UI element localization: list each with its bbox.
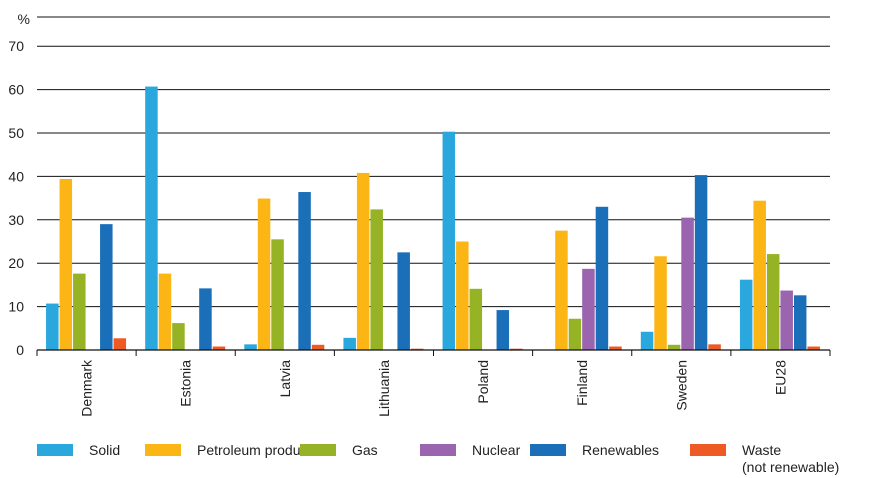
legend-label: Renewables: [582, 442, 659, 458]
bar: [212, 346, 226, 350]
legend-swatch: [530, 444, 566, 456]
category-label: Latvia: [277, 360, 293, 398]
y-tick-label: 70: [8, 38, 24, 54]
gridlines: [37, 16, 830, 308]
category-label: Finland: [574, 360, 590, 406]
bar: [667, 344, 681, 350]
category-label: Lithuania: [376, 360, 392, 417]
bar: [172, 323, 185, 350]
bar: [640, 331, 654, 350]
bar: [793, 295, 807, 350]
bar: [568, 318, 582, 350]
bars: [46, 86, 820, 350]
category-label: Estonia: [178, 360, 194, 407]
bar: [343, 337, 356, 350]
bar: [100, 224, 113, 350]
bar: [271, 239, 284, 350]
bar: [496, 310, 510, 350]
legend-swatch: [690, 444, 726, 456]
category-label: EU28: [772, 360, 788, 395]
bar: [469, 288, 483, 350]
y-tick-label: 10: [8, 299, 24, 315]
y-tick-label: 40: [8, 168, 24, 184]
y-tick-label: 30: [8, 212, 24, 228]
y-tick-label: 50: [8, 125, 24, 141]
bar: [442, 131, 456, 350]
bar: [46, 303, 59, 350]
bar: [298, 192, 311, 350]
bar: [609, 346, 622, 350]
category-label: Denmark: [79, 359, 95, 417]
bar: [410, 348, 424, 350]
category-label: Sweden: [673, 360, 689, 411]
category-label: Poland: [475, 360, 491, 404]
legend-label: Petroleum products: [197, 442, 318, 458]
bar: [145, 86, 158, 350]
axes: [36, 349, 831, 356]
y-tick-labels: 0 10 20 30 40 50 60 70: [8, 38, 24, 358]
bar: [780, 290, 793, 350]
legend-label: Waste: [742, 442, 781, 458]
bar: [113, 338, 127, 350]
legend-swatch: [420, 444, 456, 456]
bar: [766, 254, 780, 350]
bar: [356, 172, 370, 350]
legend: Solid Petroleum products Gas Nuclear Renewab…: [37, 442, 839, 475]
bar: [510, 348, 523, 350]
y-tick-label: 20: [8, 255, 24, 271]
bar: [257, 198, 271, 350]
bar: [456, 241, 469, 350]
y-tick-label: 0: [16, 342, 24, 358]
bar: [311, 344, 325, 350]
bar: [753, 200, 766, 350]
bar: [370, 209, 383, 350]
bar: [244, 344, 257, 350]
bar: [397, 252, 410, 350]
bar: [582, 268, 595, 350]
legend-label: Solid: [89, 442, 120, 458]
bar: [595, 206, 609, 350]
bar: [73, 273, 86, 350]
bar: [807, 346, 820, 350]
bar: [708, 344, 721, 350]
bar: [158, 273, 172, 350]
legend-swatch: [37, 444, 73, 456]
y-tick-label: 60: [8, 82, 24, 98]
bar: [199, 288, 212, 350]
bar: [654, 256, 667, 350]
bar: [59, 179, 73, 350]
bar: [681, 217, 694, 350]
bar: [555, 230, 568, 350]
legend-label: Gas: [352, 442, 378, 458]
legend-swatch: [145, 444, 181, 456]
legend-label-line2: (not renewable): [742, 459, 839, 475]
legend-label: Nuclear: [472, 442, 521, 458]
bar: [694, 175, 708, 350]
bar: [739, 279, 753, 350]
y-axis-unit-label: %: [18, 11, 30, 27]
category-labels: Denmark Estonia Latvia Lithuania Poland Finla…: [79, 359, 789, 417]
legend-swatch: [300, 444, 336, 456]
